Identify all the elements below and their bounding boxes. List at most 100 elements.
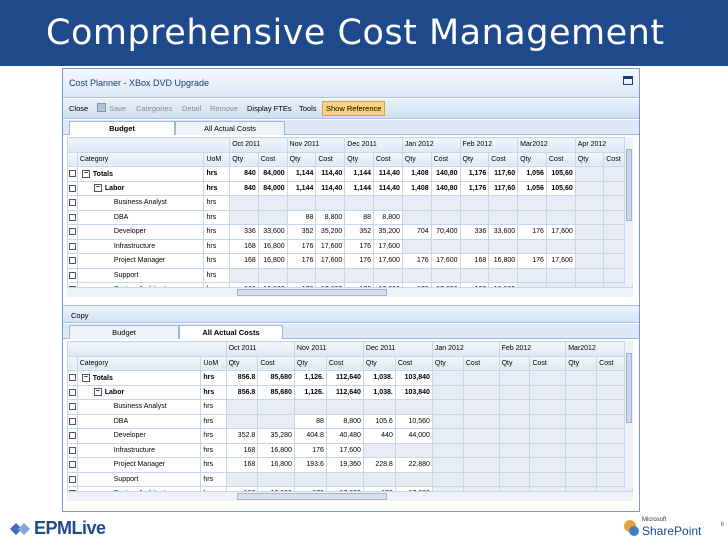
cell-value[interactable] (431, 486, 464, 491)
table-row[interactable]: Support hrs (67, 267, 633, 283)
cell-value[interactable]: 35,200 (373, 224, 403, 240)
row-checkbox[interactable] (68, 184, 76, 192)
cell-value[interactable]: 440 (362, 428, 396, 444)
cell-value[interactable]: 8,800 (373, 209, 403, 225)
row-checkbox[interactable] (68, 170, 76, 178)
cell-value[interactable] (401, 238, 432, 254)
cell-value[interactable] (394, 442, 433, 458)
cell-value[interactable] (574, 253, 605, 269)
table-row[interactable]: System Architecthrs16816,80017617,600176… (67, 486, 633, 491)
table-row[interactable]: Project Manager hrs 168 16,800 176 17,600 176 1… (67, 253, 633, 269)
cell-value[interactable] (488, 209, 519, 225)
cell-value[interactable] (293, 399, 327, 415)
cell-value[interactable] (574, 166, 605, 182)
cell-value[interactable]: 114,40 (373, 166, 403, 182)
cell-value[interactable] (565, 370, 598, 386)
budget-vertical-scrollbar[interactable] (624, 137, 633, 285)
cell-value[interactable] (431, 384, 464, 400)
collapse-icon[interactable]: − (93, 184, 102, 193)
cell-value[interactable]: 1,056 (517, 180, 547, 196)
cell-value[interactable]: 16,800 (257, 282, 288, 287)
cell-value[interactable]: 17,600 (430, 282, 461, 287)
cell-value[interactable] (344, 267, 374, 283)
cell-value[interactable]: 840 (229, 180, 259, 196)
cell-value[interactable] (462, 413, 500, 429)
cell-value[interactable]: 114,40 (315, 166, 346, 182)
cell-value[interactable]: 176 (286, 253, 317, 269)
cell-value[interactable] (498, 413, 531, 429)
cell-value[interactable] (574, 180, 605, 196)
cell-value[interactable] (394, 471, 433, 487)
actual-horizontal-scrollbar[interactable] (67, 491, 633, 501)
cell-value[interactable]: 1,144 (286, 166, 317, 182)
table-row[interactable]: − Labor hrs 840 84,000 1,144 114,40 1,144 114,40… (67, 180, 633, 196)
cell-value[interactable]: 1,144 (344, 166, 374, 182)
cell-value[interactable]: 84,000 (257, 180, 288, 196)
cell-value[interactable]: 1,056 (517, 166, 547, 182)
cell-value[interactable] (488, 267, 519, 283)
cell-value[interactable] (529, 370, 567, 386)
cell-value[interactable]: 16,800 (488, 253, 519, 269)
cell-value[interactable] (529, 413, 567, 429)
cell-value[interactable] (286, 267, 317, 283)
category-header[interactable]: Category (76, 151, 205, 167)
cell-value[interactable]: 105,60 (545, 166, 576, 182)
cell-value[interactable] (498, 471, 531, 487)
cell-value[interactable] (430, 209, 461, 225)
cell-value[interactable] (257, 267, 288, 283)
actual-vertical-scrollbar[interactable] (624, 341, 633, 489)
cell-value[interactable]: 114,40 (315, 180, 346, 196)
cell-value[interactable]: 1,126. (293, 384, 327, 400)
cell-value[interactable] (315, 195, 346, 211)
cell-value[interactable] (462, 457, 500, 473)
tab-all-actual-costs-reference[interactable]: All Actual Costs (179, 325, 283, 339)
maximize-icon[interactable] (623, 76, 633, 85)
cell-value[interactable]: 856.8 (225, 384, 259, 400)
cell-value[interactable]: 22,880 (394, 457, 433, 473)
cell-value[interactable]: 336 (459, 224, 490, 240)
cell-value[interactable]: 168 (459, 253, 490, 269)
cell-value[interactable]: 140,80 (430, 180, 461, 196)
cell-value[interactable]: 176 (344, 238, 374, 254)
collapse-icon[interactable]: − (81, 169, 90, 178)
cell-value[interactable] (459, 238, 490, 254)
cell-value[interactable] (431, 457, 464, 473)
cell-value[interactable]: 1,408 (401, 180, 432, 196)
cell-value[interactable] (325, 399, 364, 415)
cell-value[interactable] (401, 195, 432, 211)
cell-value[interactable]: 17,600 (373, 238, 403, 254)
cell-value[interactable]: 16,800 (257, 442, 295, 458)
cell-value[interactable] (529, 399, 567, 415)
cell-value[interactable] (401, 209, 432, 225)
row-checkbox[interactable] (68, 417, 76, 425)
show-reference-button[interactable]: Show Reference (322, 101, 386, 116)
table-row[interactable]: Developer hrs 336 33,600 352 35,200 352 35,200 7… (67, 224, 633, 240)
cell-value[interactable]: 1,038. (362, 370, 396, 386)
categories-button[interactable]: Categories (136, 104, 173, 113)
cell-value[interactable]: 17,600 (373, 282, 403, 287)
cell-value[interactable]: 16,800 (488, 282, 519, 287)
cell-value[interactable] (498, 428, 531, 444)
cell-value[interactable] (565, 442, 598, 458)
cell-value[interactable]: 112,640 (325, 370, 364, 386)
cell-value[interactable]: 16,800 (257, 238, 288, 254)
cell-value[interactable]: 17,600 (315, 282, 346, 287)
cell-value[interactable] (315, 267, 346, 283)
tab-all-actual-costs[interactable]: All Actual Costs (175, 121, 285, 135)
cell-value[interactable] (362, 399, 396, 415)
row-checkbox[interactable] (68, 228, 76, 236)
cell-value[interactable] (462, 471, 500, 487)
cell-value[interactable] (459, 209, 490, 225)
cell-value[interactable] (431, 413, 464, 429)
cell-value[interactable]: 10,560 (394, 413, 433, 429)
cell-value[interactable]: 16,800 (257, 253, 288, 269)
cell-value[interactable] (462, 370, 500, 386)
row-checkbox[interactable] (68, 213, 76, 221)
tab-budget[interactable]: Budget (69, 121, 175, 135)
cell-value[interactable]: 33,600 (488, 224, 519, 240)
cell-value[interactable]: 17,600 (315, 253, 346, 269)
cell-value[interactable]: 168 (225, 442, 259, 458)
cell-value[interactable] (229, 209, 259, 225)
cell-value[interactable]: 840 (229, 166, 259, 182)
cell-value[interactable]: 1,144 (344, 180, 374, 196)
